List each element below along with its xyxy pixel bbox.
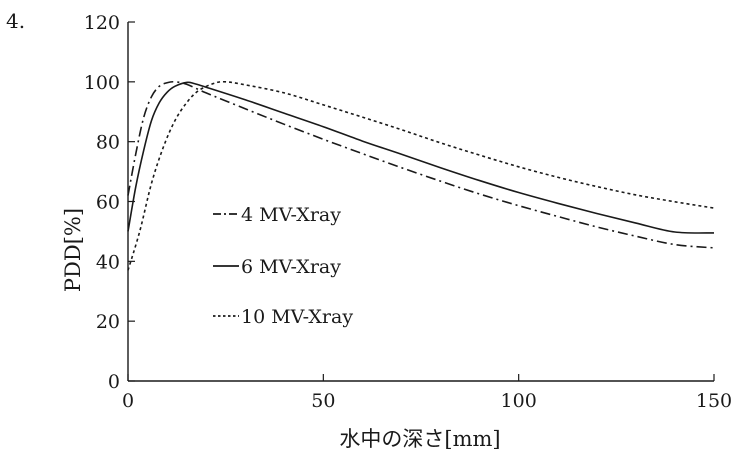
- x-tick-label: 50: [311, 390, 335, 412]
- x-tick-label: 150: [696, 390, 732, 412]
- y-tick-label: 20: [96, 311, 120, 333]
- series-line-3: [127, 80, 715, 271]
- y-tick-label: 60: [96, 192, 120, 214]
- y-tick-label: 100: [84, 72, 120, 94]
- legend-label-1: 4 MV-Xray: [241, 204, 341, 226]
- y-axis-label: PDD[%]: [61, 208, 85, 292]
- series-line-1: [127, 80, 715, 249]
- legend: 4 MV-Xray 6 MV-Xray 10 MV-Xray: [213, 204, 353, 328]
- axes: 0 20 40 60 80 100 120 0 50 100 150: [84, 12, 732, 412]
- series-line-2: [127, 81, 715, 234]
- y-tick-label: 120: [84, 12, 120, 34]
- y-tick-label: 0: [108, 371, 120, 393]
- legend-label-2: 6 MV-Xray: [241, 256, 341, 278]
- x-tick-label: 100: [501, 390, 537, 412]
- y-tick-label: 40: [96, 251, 120, 273]
- y-tick-label: 80: [96, 132, 120, 154]
- x-axis-label: 水中の深さ[mm]: [339, 427, 500, 451]
- x-tick-label: 0: [122, 390, 134, 412]
- problem-number: 4.: [6, 9, 25, 33]
- series-layer: [127, 80, 715, 271]
- legend-label-3: 10 MV-Xray: [241, 306, 353, 328]
